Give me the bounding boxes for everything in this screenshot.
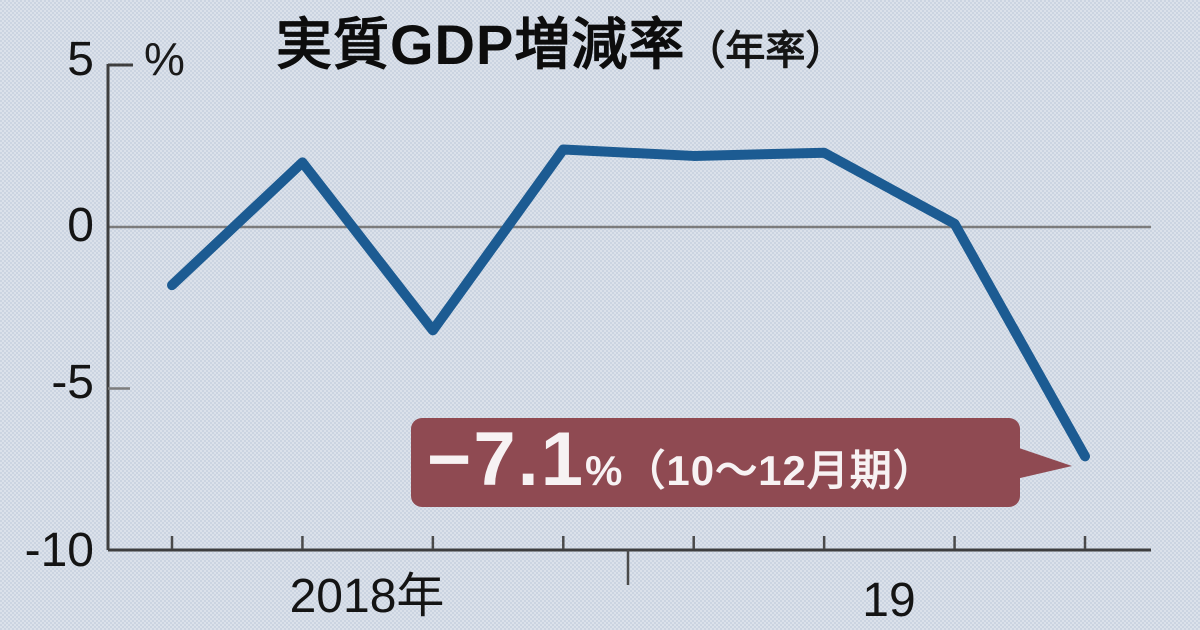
y-tick-label-m10: -10	[24, 524, 94, 577]
x-axis-label-2019: 19	[862, 574, 916, 627]
y-tick-label-m5: -5	[51, 356, 94, 409]
annotation-value: −7.1	[427, 417, 586, 502]
chart-title: 実質GDP増減率 （年率）	[276, 0, 845, 81]
chart-title-suffix: （年率）	[685, 29, 846, 73]
y-axis-unit-label: %	[144, 33, 185, 85]
chart-title-main: 実質GDP増減率	[276, 13, 686, 76]
y-tick-label-5: 5	[67, 33, 94, 86]
annotation-suffix: %（10～12月期）	[585, 447, 936, 494]
x-axis-label-2018: 2018年	[289, 570, 445, 623]
annotation-callout: −7.1 %（10～12月期）	[411, 418, 1020, 507]
y-tick-label-0: 0	[67, 199, 94, 252]
